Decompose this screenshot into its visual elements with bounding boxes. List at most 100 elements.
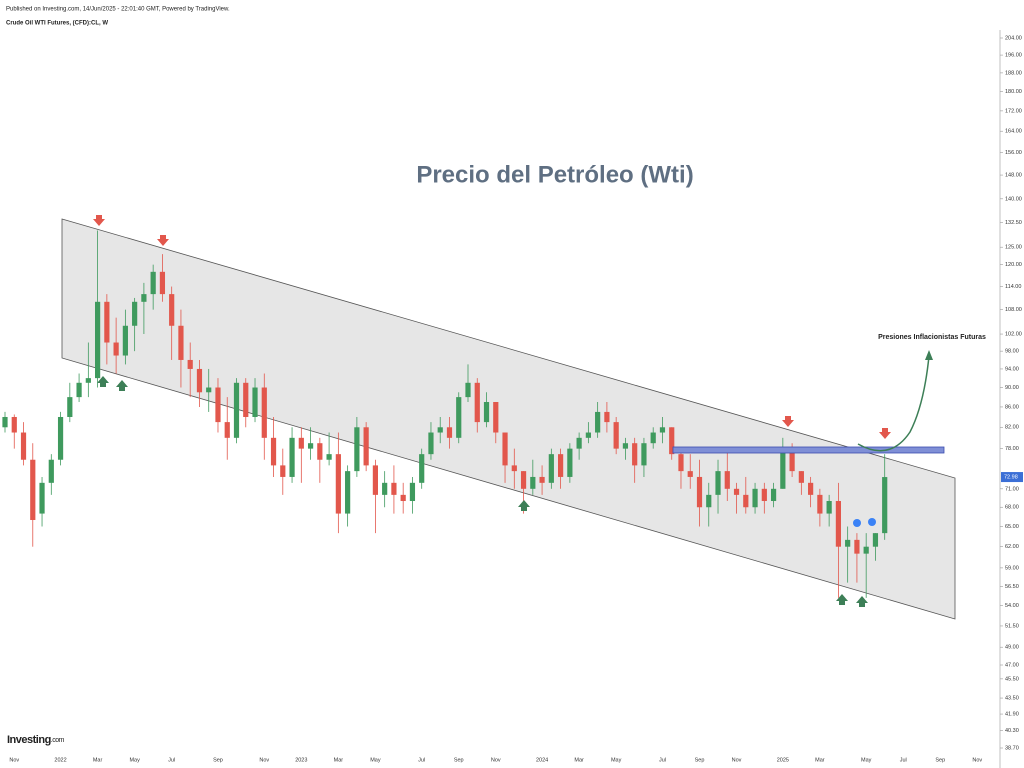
candle-body [363,427,369,466]
event-dot [868,518,876,526]
candle-body [530,476,536,489]
candle-body [641,443,647,466]
y-tick-label: 78.00 [1005,446,1019,452]
candle-body [872,533,879,547]
y-tick-label: 98.00 [1005,349,1019,355]
candle-body [493,402,499,433]
candle-body [780,448,786,489]
x-tick-label: May [861,757,872,763]
y-tick-label: 71.00 [1005,486,1019,492]
annotation: Presiones Inflacionistas Futuras [878,334,986,341]
event-dot [853,519,861,527]
x-tick-label: Sep [695,757,705,763]
candle-body [391,482,397,495]
candle-body [465,382,471,398]
down-arrow [93,215,105,226]
candle-body [548,454,554,483]
y-tick-label: 180.00 [1005,89,1022,95]
candle-body [141,294,147,302]
down-arrow [157,235,169,246]
y-tick-label: 41.90 [1005,712,1019,718]
candle-body [678,454,684,472]
y-tick-label: 94.00 [1005,366,1019,372]
candle-body [854,539,860,554]
x-tick-label: Jul [659,757,666,763]
price-badge-label: 72.98 [1004,475,1018,481]
x-tick-label: Jul [168,757,175,763]
candle-body [770,488,777,502]
candle-body [724,471,730,489]
candle-body [733,488,740,495]
candle-body [67,397,73,417]
candle-body [307,443,314,449]
y-tick-label: 132.50 [1005,220,1022,226]
candle-body [669,427,675,455]
y-tick-label: 56.50 [1005,584,1019,590]
candle-body [798,471,804,483]
candle-body [558,454,564,477]
candle-body [650,432,656,444]
candle-body [317,443,323,460]
y-tick-label: 54.00 [1005,603,1019,609]
candle-body [752,488,758,508]
candle-body [835,501,841,547]
candle-body [882,477,888,534]
candle-body [446,427,453,438]
candle-body [187,359,193,369]
candle-body [280,465,286,477]
y-tick-label: 204.00 [1005,35,1022,41]
x-tick-label: May [370,757,381,763]
up-arrow [836,594,848,605]
y-tick-label: 65.00 [1005,524,1019,530]
candle-body [345,471,351,514]
y-tick-label: 86.00 [1005,404,1019,410]
candle-body [696,476,703,508]
x-tick-label: Mar [334,757,344,763]
candle-body [252,387,258,417]
candle-body [632,443,638,466]
candle-body [169,294,175,326]
y-tick-label: 59.00 [1005,565,1019,571]
candle-body [428,432,434,455]
y-tick-label: 102.00 [1005,332,1022,338]
candle-body [789,448,795,472]
logo-name: Investing [7,734,51,746]
logo: Investing.com [7,734,65,746]
candle-body [206,387,212,393]
x-tick-label: Mar [815,757,825,763]
up-arrow [518,500,530,511]
candle-body [863,546,869,554]
candle-body [576,437,582,449]
x-tick-label: May [611,757,622,763]
candle-body [335,454,341,514]
y-tick-label: 51.50 [1005,623,1019,629]
y-tick-label: 47.00 [1005,662,1019,668]
candle-body [270,437,277,466]
up-arrow [97,376,109,387]
x-tick-label: Sep [213,757,223,763]
candle-body [456,397,462,438]
resistance-zone [672,446,945,454]
candle-body [30,459,36,520]
y-tick-label: 40.30 [1005,728,1019,734]
y-tick-label: 62.00 [1005,544,1019,550]
y-tick-label: 82.00 [1005,425,1019,431]
candle-body [2,416,8,428]
logo-suffix: .com [51,737,65,744]
trend-channel [61,218,956,620]
y-tick-label: 108.00 [1005,307,1022,313]
candle-body [409,482,416,502]
candle-body [326,454,332,460]
x-tick-label: Jul [418,757,425,763]
candle-body [659,427,666,433]
candle-body [474,382,480,423]
candle-body [419,454,425,483]
candle-body [715,471,721,495]
up-arrow [856,596,868,607]
x-tick-label: 2022 [54,757,66,763]
y-tick-label: 188.00 [1005,70,1022,76]
x-tick-label: Nov [9,757,19,763]
candle-body [604,411,610,423]
down-arrow [782,416,794,427]
candle-body [437,427,443,433]
